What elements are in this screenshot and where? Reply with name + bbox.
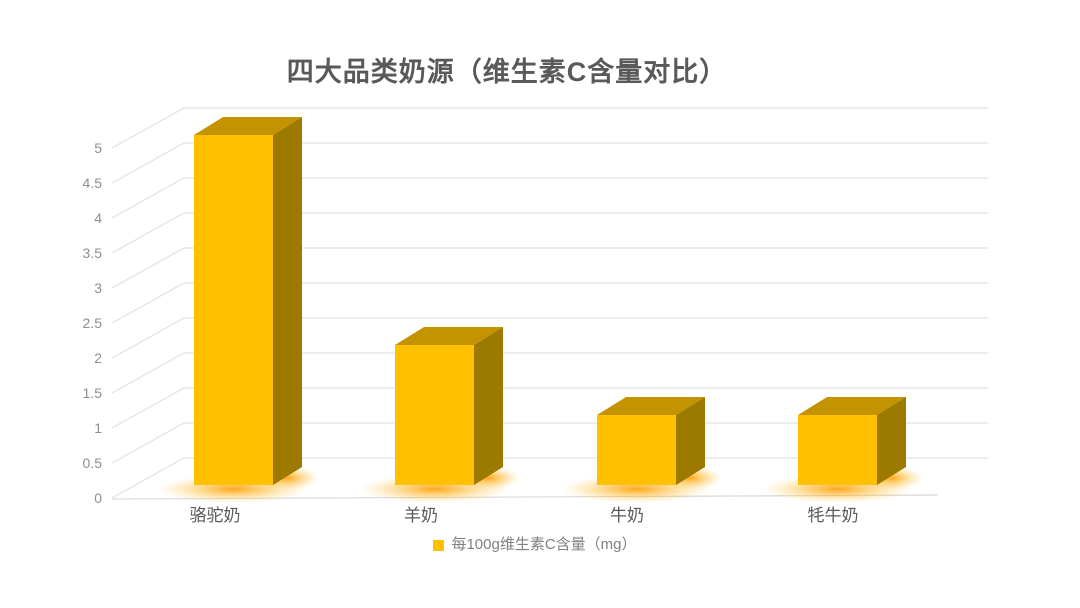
gridline-5 <box>111 107 988 149</box>
y-tick-label-4.5: 4.5 <box>82 175 102 191</box>
bar-牛奶 <box>561 397 722 503</box>
y-tick-label-3.5: 3.5 <box>82 245 102 261</box>
gridline-1 <box>111 387 988 429</box>
bar-top-face <box>395 327 503 345</box>
bar-top-face <box>597 397 705 415</box>
bar-side-face <box>273 117 302 485</box>
gridline-3 <box>111 247 988 289</box>
gridline-3.5 <box>111 212 988 254</box>
bar-side-face <box>877 397 906 485</box>
y-tick-label-2.5: 2.5 <box>82 315 102 331</box>
category-label-羊奶: 羊奶 <box>404 506 438 525</box>
gridline-0 <box>111 457 988 499</box>
gridline-2.5 <box>111 282 988 324</box>
bar-top-face <box>798 397 906 415</box>
gridline-2 <box>111 317 988 359</box>
bar-front-face <box>395 345 474 485</box>
bar-side-face <box>474 327 503 485</box>
y-tick-label-4: 4 <box>94 210 102 226</box>
bar-top-face <box>194 117 302 135</box>
gridline-0.5 <box>111 422 988 464</box>
bar-羊奶 <box>359 327 520 503</box>
gridline-4 <box>111 177 988 219</box>
y-tick-label-2: 2 <box>94 350 102 366</box>
legend-marker-icon <box>433 539 445 551</box>
y-tick-label-5: 5 <box>94 140 102 156</box>
gridline-4.5 <box>111 142 988 184</box>
category-label-牛奶: 牛奶 <box>610 506 644 525</box>
category-label-骆驼奶: 骆驼奶 <box>189 506 241 525</box>
gridline-1.5 <box>111 352 988 394</box>
legend: 每100g维生素C含量（mg） <box>0 534 1070 556</box>
bar-front-face <box>798 415 877 485</box>
bar-side-face <box>676 397 705 485</box>
chart-title: 四大品类奶源（维生素C含量对比） <box>286 57 728 87</box>
y-tick-label-1: 1 <box>94 420 102 436</box>
bar-front-face <box>194 135 273 485</box>
bar-front-face <box>597 415 676 485</box>
bar-牦牛奶 <box>762 397 923 503</box>
y-tick-label-3: 3 <box>94 280 102 296</box>
y-tick-label-0: 0 <box>94 490 102 506</box>
y-tick-label-1.5: 1.5 <box>82 385 102 401</box>
y-tick-label-0.5: 0.5 <box>82 455 102 471</box>
legend-label: 每100g维生素C含量（mg） <box>451 536 637 553</box>
category-label-牦牛奶: 牦牛奶 <box>807 506 859 525</box>
bar-骆驼奶 <box>158 117 319 503</box>
